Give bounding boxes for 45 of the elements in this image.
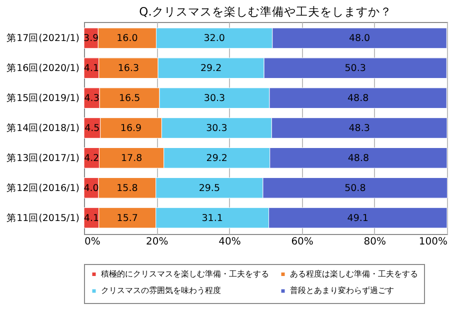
data-label: 48.0 — [348, 33, 370, 44]
data-label: 3.9 — [84, 33, 99, 44]
y-tick-label: 第16回(2020/1) — [6, 62, 80, 74]
data-label: 48.8 — [348, 152, 370, 164]
y-tick-label: 第13回(2017/1) — [6, 152, 80, 164]
y-tick-label: 第12回(2016/1) — [6, 182, 80, 194]
data-label: 30.3 — [206, 123, 228, 134]
data-label: 4.1 — [84, 63, 99, 74]
legend-label: クリスマスの雰囲気を味わう程度 — [101, 286, 221, 295]
data-label: 50.3 — [344, 63, 366, 74]
x-tick-label: 0% — [84, 236, 100, 248]
x-tick-label: 60% — [291, 236, 314, 248]
data-label: 17.8 — [120, 152, 142, 164]
data-label: 29.2 — [206, 152, 228, 164]
data-label: 49.1 — [347, 212, 368, 224]
y-tick-label: 第11回(2015/1) — [6, 212, 80, 224]
data-label: 16.9 — [120, 123, 142, 134]
data-label: 4.5 — [84, 123, 100, 134]
data-label: 29.2 — [200, 63, 222, 74]
data-label: 16.0 — [116, 33, 138, 44]
data-label: 4.3 — [84, 93, 100, 104]
data-label: 50.8 — [344, 182, 366, 194]
data-label: 16.3 — [118, 63, 140, 74]
y-tick-label: 第14回(2018/1) — [6, 122, 80, 134]
data-label: 48.8 — [347, 93, 369, 104]
data-label: 29.5 — [198, 182, 220, 194]
data-label: 30.3 — [204, 93, 226, 104]
legend-label: ある程度は楽しむ準備・工夫をする — [290, 269, 418, 278]
x-tick-label: 40% — [218, 236, 241, 248]
x-tick-label: 100% — [418, 236, 448, 248]
data-label: 15.8 — [116, 182, 138, 194]
data-label: 4.1 — [84, 212, 99, 224]
data-label: 15.7 — [116, 212, 138, 224]
data-label: 32.0 — [204, 33, 225, 44]
y-tick-label: 第17回(2021/1) — [6, 32, 80, 44]
data-label: 16.5 — [118, 93, 140, 104]
chart-title: Q.クリスマスを楽しむ準備や工夫をしますか？ — [139, 4, 392, 18]
data-label: 48.3 — [348, 123, 370, 134]
legend-label: 普段とあまり変わらず過ごす — [290, 286, 394, 295]
y-tick-label: 第15回(2019/1) — [6, 92, 80, 104]
legend-label: 積極的にクリスマスを楽しむ準備・工夫をする — [101, 269, 269, 278]
data-label: 31.1 — [202, 212, 223, 224]
x-tick-label: 20% — [146, 236, 168, 248]
x-tick-label: 80% — [364, 236, 386, 248]
data-label: 4.2 — [84, 152, 100, 164]
